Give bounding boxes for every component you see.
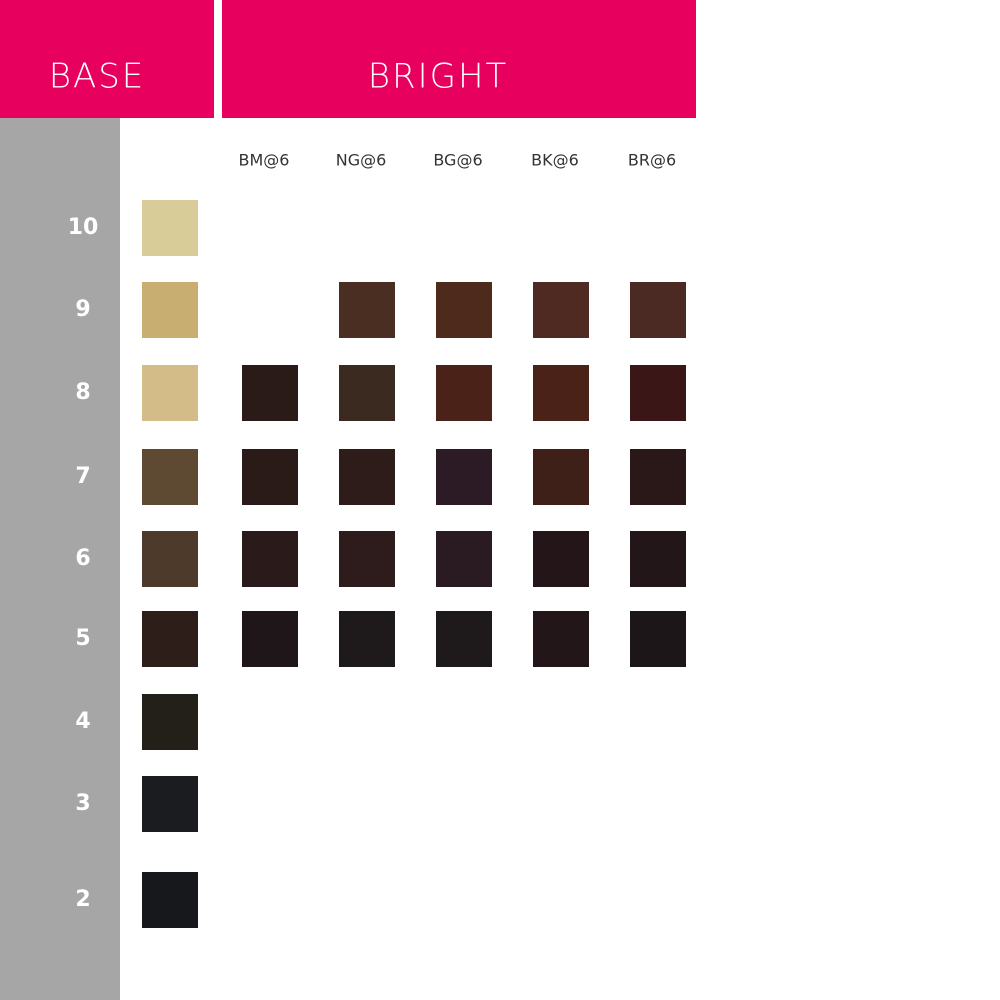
column-label: BG@6 [433,151,482,170]
column-label: NG@6 [336,151,387,170]
swatch-grid: BM@6 NG@6 BG@6 BK@6 BR@6 10 9 8 7 6 5 4 3 2 [68,151,686,928]
bright-swatch [533,365,589,421]
base-swatch [142,611,198,667]
base-swatch [142,872,198,928]
bright-swatch [436,449,492,505]
level-label: 5 [75,626,90,651]
bright-swatch [339,365,395,421]
level-label: 9 [75,297,90,322]
level-label: 6 [75,546,90,571]
bright-swatch [533,531,589,587]
base-swatch [142,776,198,832]
level-label: 7 [75,464,90,489]
bright-swatch [339,531,395,587]
column-label: BR@6 [628,151,676,170]
base-header-bg [0,0,214,118]
bright-header-bg [222,0,696,118]
bright-header: BRIGHT [368,57,509,97]
bright-swatch [533,449,589,505]
base-swatch [142,282,198,338]
bright-swatch [436,282,492,338]
bright-swatch [630,449,686,505]
bright-swatch [436,365,492,421]
bright-swatch [242,611,298,667]
base-swatch [142,694,198,750]
base-swatch [142,531,198,587]
bright-swatch [533,611,589,667]
bright-swatch [339,449,395,505]
level-label: 10 [68,215,99,240]
column-label: BM@6 [239,151,290,170]
bright-swatch [436,531,492,587]
level-label: 2 [75,887,90,912]
bright-swatch [242,365,298,421]
base-swatch [142,449,198,505]
level-column-bg [0,118,120,1000]
column-label: BK@6 [531,151,579,170]
bright-swatch [630,282,686,338]
bright-swatch [630,611,686,667]
bright-swatch [339,282,395,338]
bright-swatch [242,531,298,587]
bright-swatch [533,282,589,338]
bright-swatch [436,611,492,667]
base-header: BASE [49,57,146,97]
bright-swatch [339,611,395,667]
bright-swatch [242,449,298,505]
bright-swatch [630,365,686,421]
bright-swatch [630,531,686,587]
level-label: 8 [75,380,90,405]
base-swatch [142,200,198,256]
level-label: 4 [75,709,90,734]
level-label: 3 [75,791,90,816]
base-swatch [142,365,198,421]
